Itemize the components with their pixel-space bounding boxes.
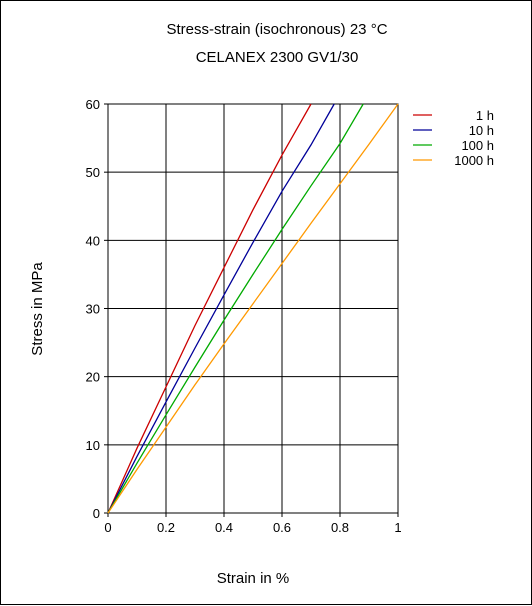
legend-label: 10 h	[469, 123, 494, 138]
series-line	[107, 103, 364, 514]
y-tick-label: 60	[86, 97, 100, 112]
y-tick-label: 10	[86, 438, 100, 453]
x-tick-label: 0.8	[331, 520, 349, 535]
x-tick-label: 1	[394, 520, 401, 535]
series-line	[107, 103, 335, 514]
y-tick-label: 30	[86, 302, 100, 317]
y-tick-label: 0	[93, 506, 100, 521]
x-tick-label: 0.6	[273, 520, 291, 535]
series-lines	[107, 103, 399, 514]
legend-label: 100 h	[461, 138, 494, 153]
y-tick-label: 40	[86, 233, 100, 248]
x-tick-label: 0.4	[215, 520, 233, 535]
legend-label: 1000 h	[454, 153, 494, 168]
chart-subtitle: CELANEX 2300 GV1/30	[196, 49, 359, 66]
y-tick-label: 50	[86, 165, 100, 180]
plot-area	[107, 103, 399, 514]
series-line	[107, 103, 312, 514]
y-axis-label: Stress in MPa	[29, 262, 46, 356]
y-tick-label: 20	[86, 370, 100, 385]
series-line	[107, 103, 399, 514]
x-tick-label: 0.2	[157, 520, 175, 535]
x-tick-label: 0	[104, 520, 111, 535]
x-axis-label: Strain in %	[217, 570, 290, 587]
grid	[104, 103, 399, 517]
legend-label: 1 h	[476, 108, 494, 123]
chart-title: Stress-strain (isochronous) 23 °C	[166, 21, 387, 38]
